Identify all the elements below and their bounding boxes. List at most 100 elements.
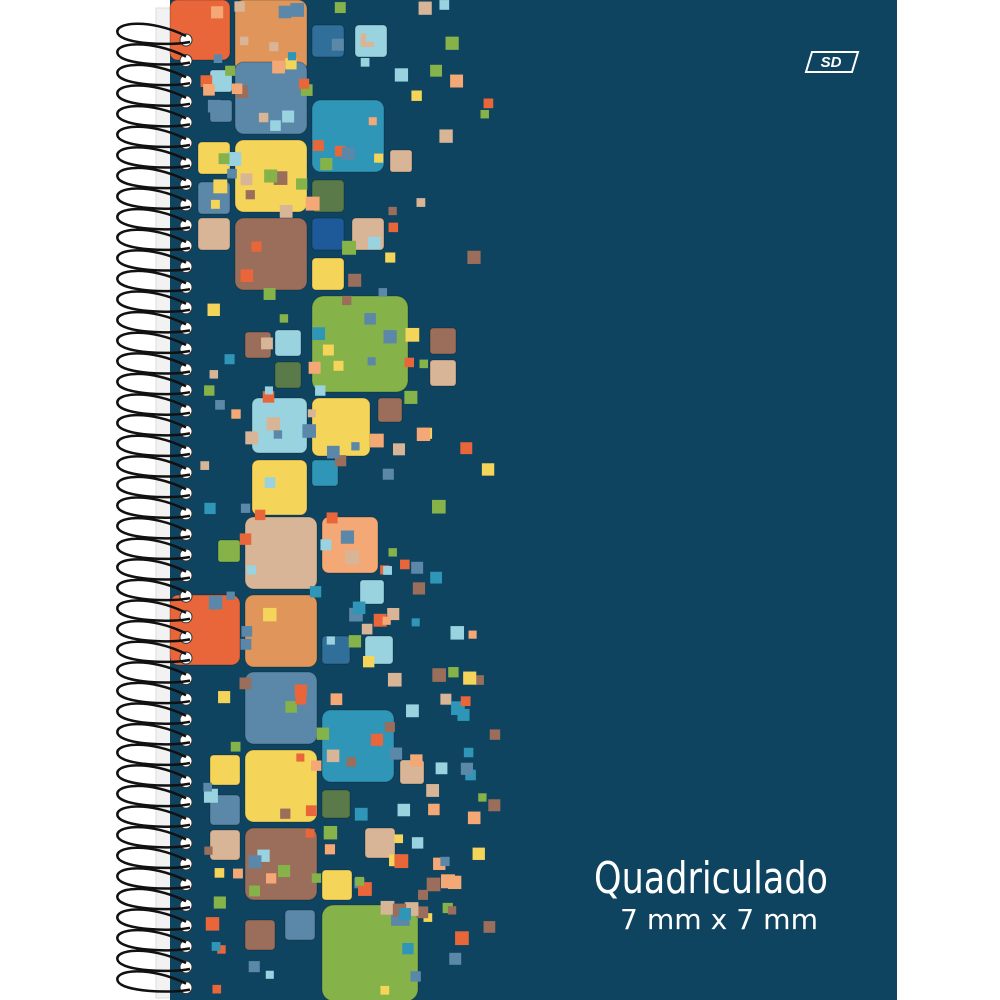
small-square [280,808,291,819]
small-square [481,463,495,476]
small-square [426,784,440,797]
small-square [388,206,397,216]
square [321,635,351,665]
small-square [264,386,273,395]
wire [116,269,191,293]
small-square [404,390,418,404]
small-square [218,153,230,165]
wire [116,970,191,993]
small-square [233,868,243,879]
small-square [368,117,377,126]
small-square [410,971,421,982]
wire [116,166,191,190]
square [311,397,371,457]
wire [116,558,191,581]
square [359,579,385,605]
small-square [204,502,216,515]
wire [116,578,191,602]
small-square [294,684,307,697]
small-square [342,240,357,255]
small-square [489,729,501,740]
small-square [315,385,326,396]
small-square [457,708,470,721]
small-square [483,921,496,933]
wire [116,352,191,375]
small-square [383,566,392,575]
wire [116,949,191,973]
wire [116,722,191,746]
small-square [342,295,352,306]
wire [116,908,191,931]
small-square [264,477,276,488]
small-square [273,430,283,439]
small-square [209,370,219,379]
small-square [366,29,379,42]
small-square [241,626,253,637]
small-square [380,985,390,995]
small-square [285,701,297,713]
small-square [204,846,213,855]
small-square [335,455,347,467]
small-square [388,222,399,233]
small-square [231,409,241,419]
small-square [234,1,245,12]
square [209,829,241,861]
small-square [263,287,276,300]
small-square [278,5,292,19]
small-square [282,110,295,123]
small-square [311,760,322,771]
wire [116,887,191,911]
small-square [213,179,228,194]
logo-text: SD [821,54,842,71]
wire [116,63,191,87]
small-square [455,931,469,946]
wire [116,22,191,46]
small-square [214,868,225,878]
small-square [217,945,226,954]
small-square [320,158,333,171]
wire [116,207,191,231]
small-square [398,914,410,926]
wire [116,84,191,107]
square [377,397,403,423]
small-square [272,60,286,74]
small-square [406,704,419,718]
small-square [382,468,394,480]
small-square [463,671,477,685]
small-square [430,64,443,77]
wire [116,928,191,952]
small-square [460,762,474,775]
small-square [426,877,441,892]
small-square [213,896,226,909]
small-square [364,313,376,325]
small-square [416,906,429,919]
small-square [326,636,335,645]
small-square [448,667,459,678]
small-square [463,747,474,758]
small-square [440,874,455,889]
square [311,99,385,173]
small-square [447,906,457,915]
small-square [311,873,322,883]
small-square [418,889,429,900]
wire [116,743,191,767]
small-square [368,236,381,250]
small-square [460,696,471,707]
small-square [465,769,476,781]
small-square [224,354,235,365]
small-square [435,762,448,775]
small-square [326,445,340,459]
small-square [203,782,212,792]
small-square [363,655,375,668]
small-square [440,693,452,705]
small-square [212,984,222,994]
small-square [239,677,252,690]
small-square [248,961,260,973]
small-square [207,303,220,317]
small-square [374,153,384,163]
square [244,827,318,901]
small-square [474,675,484,685]
small-square [393,443,405,456]
wire [116,310,191,334]
